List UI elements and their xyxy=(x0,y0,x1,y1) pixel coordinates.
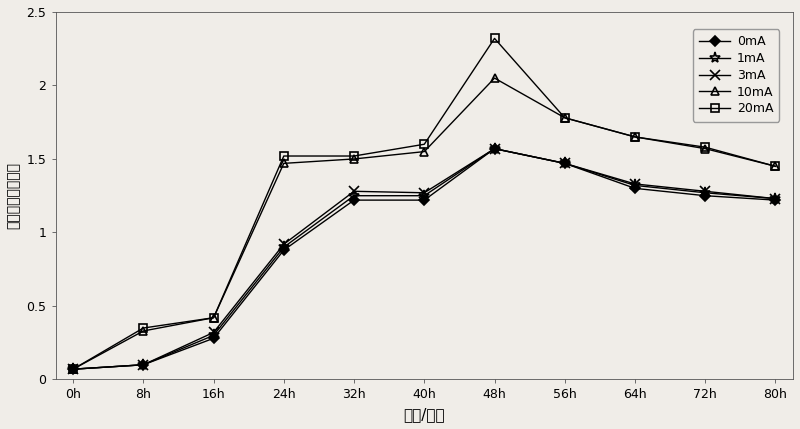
10mA xyxy=(560,115,570,121)
3mA xyxy=(490,146,499,151)
Y-axis label: 菌体繁殖数量／亿: 菌体繁殖数量／亿 xyxy=(7,162,21,229)
10mA xyxy=(630,134,640,139)
0mA xyxy=(630,186,640,191)
10mA xyxy=(138,328,148,333)
1mA xyxy=(279,245,289,250)
20mA xyxy=(560,115,570,121)
3mA xyxy=(560,161,570,166)
20mA xyxy=(630,134,640,139)
10mA xyxy=(490,76,499,81)
10mA xyxy=(68,367,78,372)
Line: 10mA: 10mA xyxy=(69,74,780,373)
3mA xyxy=(350,189,359,194)
0mA xyxy=(560,161,570,166)
1mA xyxy=(490,146,499,151)
Line: 1mA: 1mA xyxy=(67,143,781,375)
20mA xyxy=(279,154,289,159)
Legend: 0mA, 1mA, 3mA, 10mA, 20mA: 0mA, 1mA, 3mA, 10mA, 20mA xyxy=(693,29,779,122)
1mA xyxy=(68,367,78,372)
20mA xyxy=(68,367,78,372)
20mA xyxy=(770,164,780,169)
1mA xyxy=(630,183,640,188)
0mA xyxy=(209,336,218,341)
1mA xyxy=(138,362,148,367)
Line: 20mA: 20mA xyxy=(69,34,780,373)
Line: 3mA: 3mA xyxy=(68,144,780,374)
10mA xyxy=(279,161,289,166)
20mA xyxy=(490,36,499,41)
0mA xyxy=(279,248,289,253)
0mA xyxy=(138,362,148,367)
3mA xyxy=(279,242,289,247)
0mA xyxy=(419,197,429,202)
10mA xyxy=(350,157,359,162)
3mA xyxy=(138,362,148,367)
20mA xyxy=(138,326,148,331)
10mA xyxy=(419,149,429,154)
3mA xyxy=(209,330,218,335)
20mA xyxy=(701,145,710,150)
10mA xyxy=(770,164,780,169)
10mA xyxy=(701,146,710,151)
20mA xyxy=(350,154,359,159)
3mA xyxy=(68,367,78,372)
1mA xyxy=(770,196,780,201)
1mA xyxy=(419,193,429,198)
0mA xyxy=(770,197,780,202)
10mA xyxy=(209,315,218,320)
1mA xyxy=(560,161,570,166)
3mA xyxy=(419,190,429,195)
3mA xyxy=(630,181,640,187)
3mA xyxy=(770,196,780,201)
3mA xyxy=(701,189,710,194)
20mA xyxy=(209,315,218,320)
1mA xyxy=(350,193,359,198)
1mA xyxy=(209,333,218,338)
20mA xyxy=(419,142,429,147)
1mA xyxy=(701,190,710,195)
0mA xyxy=(68,367,78,372)
0mA xyxy=(701,193,710,198)
X-axis label: 时间/小时: 时间/小时 xyxy=(403,407,445,422)
Line: 0mA: 0mA xyxy=(70,145,779,373)
0mA xyxy=(350,197,359,202)
0mA xyxy=(490,146,499,151)
